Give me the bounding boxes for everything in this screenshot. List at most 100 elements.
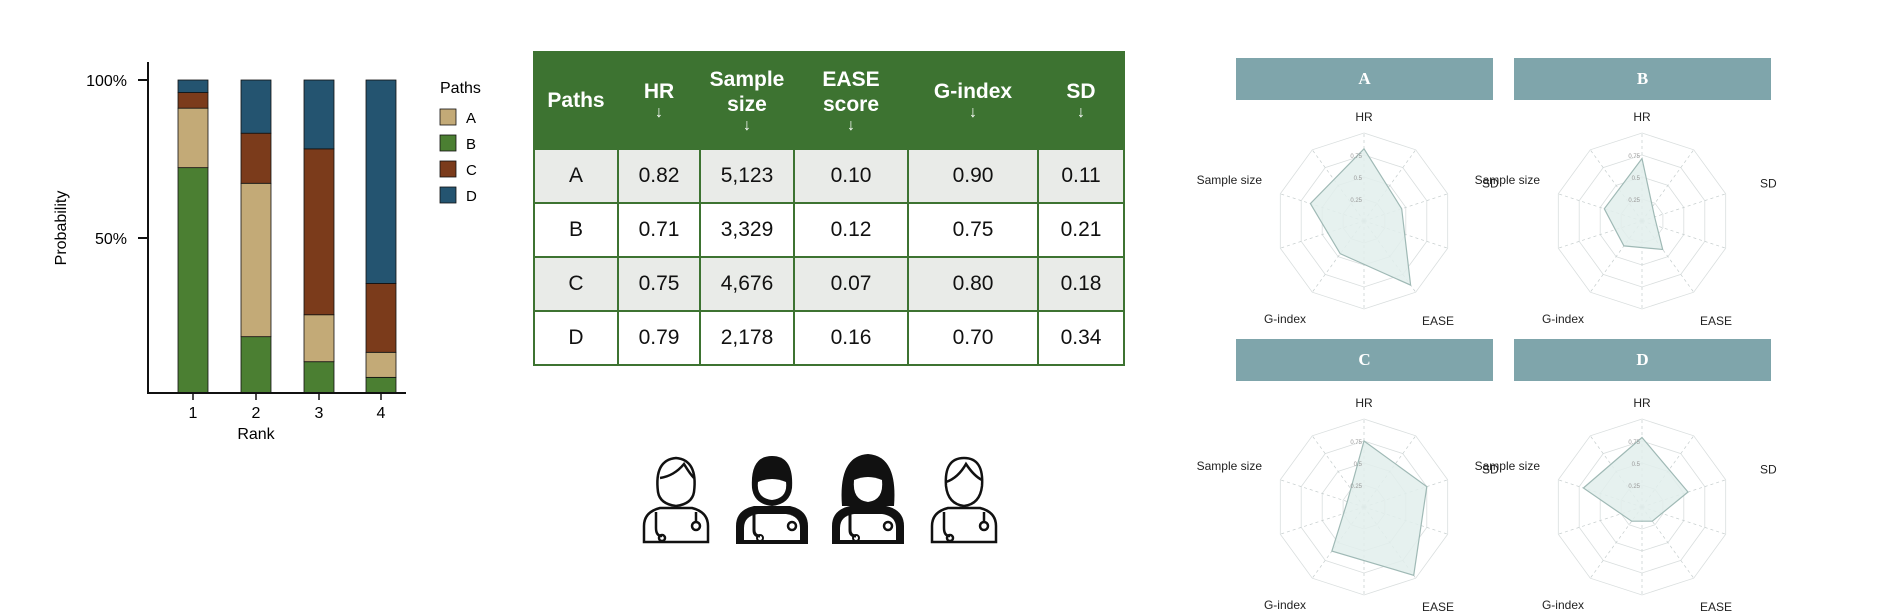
table-cell: 0.90 [907,148,1039,204]
x-tick-label: 2 [252,405,261,422]
table-cell: 0.75 [907,202,1039,258]
radar-ring-label: 0.5 [1632,462,1641,468]
bar-c-rank-3 [303,148,335,316]
doctor-female-outline-icon [642,456,710,544]
table-cell: 0.10 [793,148,909,204]
radar-ring-label: 0.25 [1350,484,1362,490]
bar-d-rank-3 [303,79,335,150]
table-cell: C [533,256,619,312]
radar-ring-label: 0.75 [1350,440,1362,446]
radar-axis-label-g-index: G-index [1264,312,1306,326]
bar-a-rank-4 [365,351,397,378]
bar-c-rank-2 [240,132,272,184]
bar-b-rank-1 [177,167,209,394]
radar-title-d: D [1514,339,1771,381]
bar-c-rank-1 [177,92,209,109]
sort-down-icon: ↓ [969,104,977,121]
radar-ring-label: 0.75 [1628,154,1640,160]
bar-d-rank-1 [177,79,209,93]
table-cell: 5,123 [699,148,795,204]
radar-ring-label: 0.5 [1354,176,1363,182]
radar-axis-label-g-index: G-index [1264,598,1306,612]
table-header-row: Paths HR ↓ Sample size ↓ EASE score ↓ G-ind… [533,51,1125,150]
header-g-index[interactable]: G-index ↓ [907,51,1039,150]
radar-axis-label-sd: SD [1482,463,1499,477]
table-row: D 0.79 2,178 0.16 0.70 0.34 [533,310,1125,366]
y-tick-label-100: 100% [86,73,127,90]
radar-axis-label-sd: SD [1760,177,1777,191]
radar-axis-label-hr: HR [1633,110,1651,124]
doctor-male-filled-icon [736,456,808,544]
paths-table: Paths HR ↓ Sample size ↓ EASE score ↓ G-ind… [533,51,1125,366]
bar-d-rank-2 [240,79,272,134]
table-row: C 0.75 4,676 0.07 0.80 0.18 [533,256,1125,312]
bar-b-rank-4 [365,376,397,394]
header-sd[interactable]: SD ↓ [1037,51,1125,150]
radar-grid-ring [1279,132,1449,310]
radar-ring-label: 0.75 [1628,440,1640,446]
header-hr[interactable]: HR ↓ [617,51,701,150]
radar-axis-label-sample-size: Sample size [1475,173,1541,187]
bar-b-rank-2 [240,336,272,394]
table-cell: 0.71 [617,202,701,258]
sort-down-icon: ↓ [655,104,663,121]
radar-axis-label-hr: HR [1355,396,1373,410]
legend-swatch-a [439,108,457,126]
radar-axis-label-ease: EASE [1700,314,1732,328]
radar-axis-label-sample-size: Sample size [1197,459,1263,473]
doctors-illustration [642,454,998,544]
radar-ring-label: 0.75 [1350,154,1362,160]
table-cell: 0.79 [617,310,701,366]
radar-title-c: C [1236,339,1493,381]
legend-label-a: A [466,110,476,127]
legend-label-c: C [466,162,477,179]
table-cell: A [533,148,619,204]
x-axis-label: Rank [237,426,275,443]
radar-axis-label-g-index: G-index [1542,312,1584,326]
header-ease-score[interactable]: EASE score ↓ [793,51,909,150]
radar-axis-label-ease: EASE [1422,600,1454,614]
radar-chart-c: 0.75 0.5 0.25 HR SD EASE G-index Sample size [1197,396,1499,614]
table-cell: 0.70 [907,310,1039,366]
bar-a-rank-3 [303,314,335,363]
radar-title-a: A [1236,58,1493,100]
radar-data-polygon [1603,157,1664,251]
legend-title: Paths [440,80,481,97]
table-cell: 0.82 [617,148,701,204]
x-tick-label: 4 [377,405,386,422]
legend-label-d: D [466,188,477,205]
radar-ring-label: 0.5 [1632,176,1641,182]
table-cell: 0.75 [617,256,701,312]
radar-data-polygon [1309,147,1412,287]
table-cell: 0.18 [1037,256,1125,312]
bar-b-rank-3 [303,361,335,394]
x-ticks-group: 1 2 3 4 [189,393,386,422]
sort-down-icon: ↓ [1077,104,1085,121]
radar-ring-label: 0.25 [1628,198,1640,204]
header-paths[interactable]: Paths [533,51,619,150]
stack-bars-group [177,79,397,394]
radar-ring-label: 0.5 [1354,462,1363,468]
x-tick-label: 1 [189,405,198,422]
sort-down-icon: ↓ [743,116,751,134]
table-cell: 0.80 [907,256,1039,312]
doctor-female-filled-icon [832,454,904,544]
x-tick-label: 3 [315,405,324,422]
radar-title-b: B [1514,58,1771,100]
table-cell: 0.12 [793,202,909,258]
table-cell: 0.21 [1037,202,1125,258]
legend-swatch-b [439,134,457,152]
header-sample-size[interactable]: Sample size ↓ [699,51,795,150]
table-cell: 0.16 [793,310,909,366]
radar-axis-label-g-index: G-index [1542,598,1584,612]
radar-axis-label-hr: HR [1633,396,1651,410]
table-cell: 4,676 [699,256,795,312]
legend-swatch-d [439,186,457,204]
radar-axis-label-sd: SD [1482,177,1499,191]
bar-a-rank-2 [240,182,272,338]
radar-ring-label: 0.25 [1628,484,1640,490]
sort-down-icon: ↓ [847,116,855,134]
